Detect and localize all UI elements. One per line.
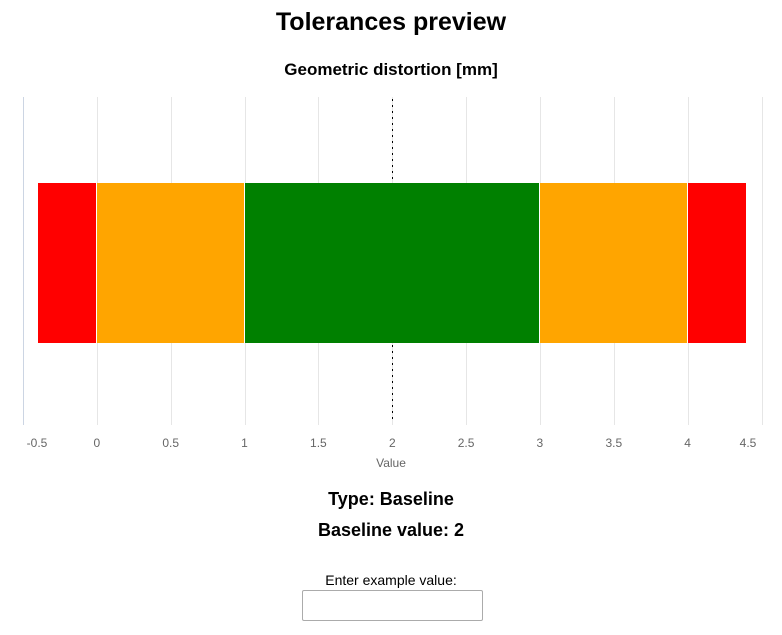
chart-title: Geometric distortion [mm] <box>284 60 498 79</box>
gridline <box>23 97 24 425</box>
x-tick-label: 3.5 <box>605 436 623 450</box>
x-tick-label: 0.5 <box>162 436 180 450</box>
x-tick-label: 4.5 <box>739 436 757 450</box>
tolerance-chart-plot-area <box>0 97 782 425</box>
x-tick-label: 0 <box>93 436 101 450</box>
baseline-value-text: Baseline value: 2 <box>317 520 465 540</box>
x-tick-label: 3 <box>536 436 544 450</box>
tolerance-type-text: Type: Baseline <box>328 489 454 509</box>
gridline <box>761 97 763 425</box>
x-tick-label: 2.5 <box>457 436 475 450</box>
page-title: Tolerances preview <box>275 8 507 36</box>
tolerance-band-tolerance-low <box>97 183 244 343</box>
example-value-label: Enter example value: <box>325 572 457 588</box>
example-value-input[interactable] <box>302 590 483 621</box>
x-axis-title: Value <box>376 456 406 470</box>
x-tick-label: 1.5 <box>310 436 327 450</box>
tolerance-band-tolerance-high <box>540 183 688 343</box>
tolerance-band-pass <box>245 183 540 343</box>
x-tick-label: 1 <box>241 436 248 450</box>
x-tick-label: 2 <box>388 436 396 450</box>
tolerance-band-fail-high <box>688 183 747 343</box>
x-tick-label: 4 <box>684 436 691 450</box>
x-tick-label: -0.5 <box>26 436 48 450</box>
tolerance-band-fail-low <box>38 183 97 343</box>
